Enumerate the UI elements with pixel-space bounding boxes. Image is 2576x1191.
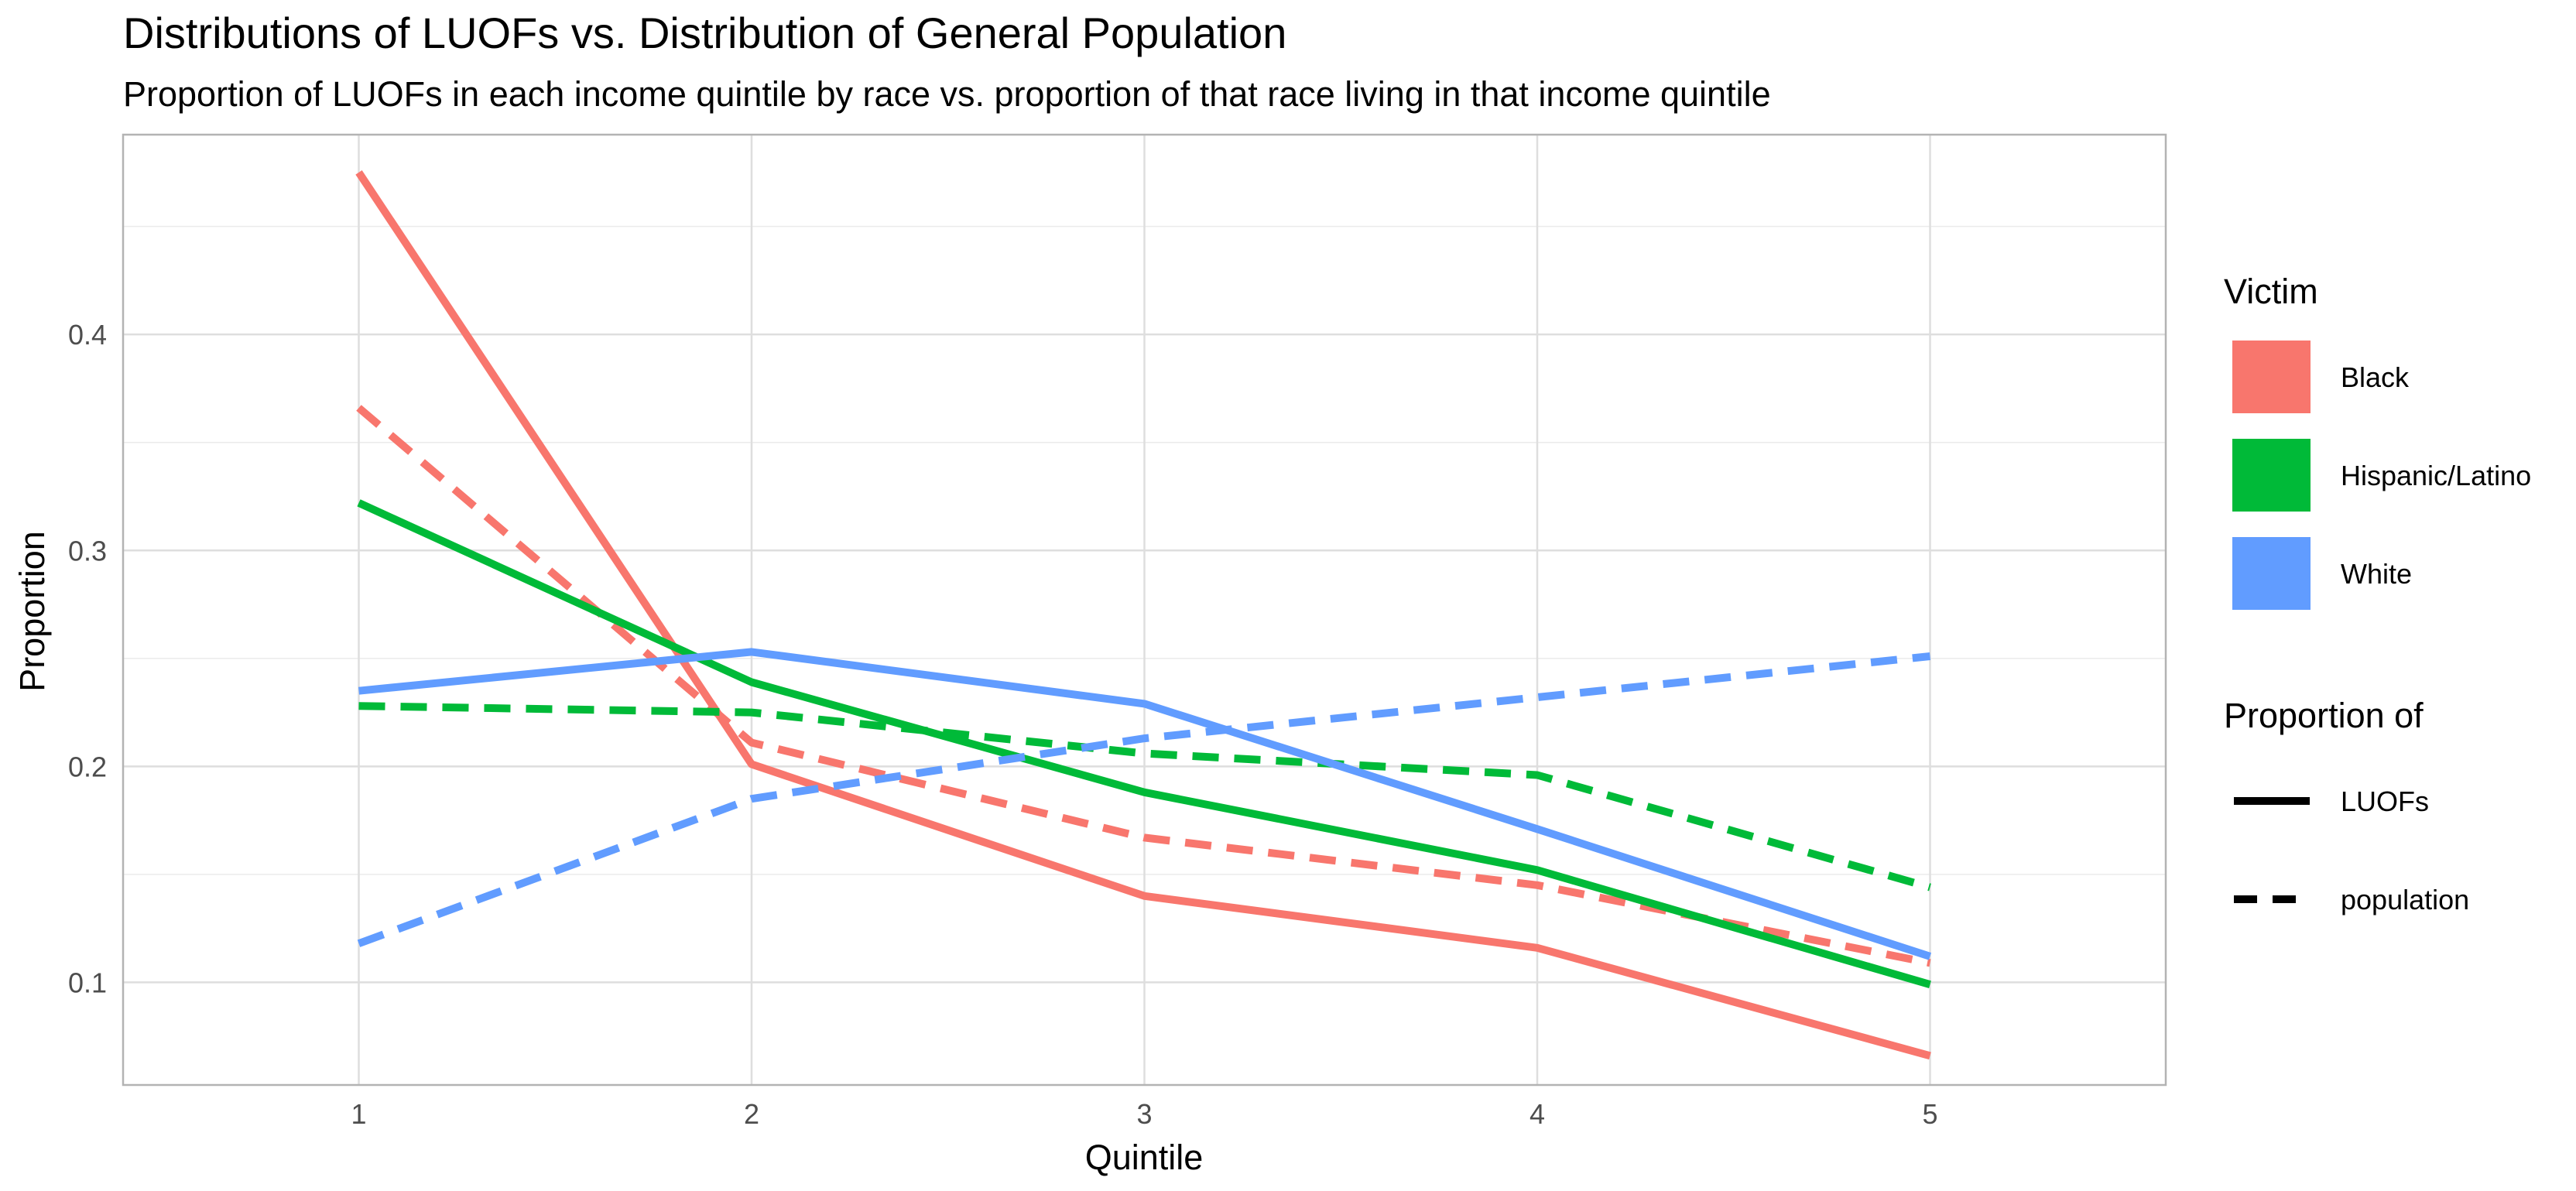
x-tick-label: 3 [1136, 1098, 1152, 1130]
x-tick-label: 2 [744, 1098, 759, 1130]
chart-title: Distributions of LUOFs vs. Distribution … [123, 9, 1286, 57]
x-tick-label: 5 [1922, 1098, 1937, 1130]
legend: Victim Black Hispanic/Latino White Proport… [2224, 272, 2531, 915]
x-axis-title: Quintile [1085, 1138, 1204, 1177]
y-tick-label: 0.4 [68, 319, 107, 351]
series-line-black-population [356, 405, 1931, 967]
panel-border [122, 133, 2167, 1087]
y-axis-title: Proportion [12, 531, 52, 692]
chart-subtitle: Proportion of LUOFs in each income quint… [123, 74, 1771, 114]
y-tick-label: 0.2 [68, 751, 107, 782]
legend-key-black [2232, 341, 2311, 413]
legend-label: LUOFs [2341, 785, 2429, 817]
legend-label: Black [2341, 361, 2410, 393]
legend-key-hispanic-latino [2232, 439, 2311, 512]
x-tick-label: 1 [351, 1098, 366, 1130]
series-line-black-luofs [355, 170, 1931, 1060]
legend-color-entries: Black Hispanic/Latino White [2232, 341, 2531, 610]
legend-linetype-entries: LUOFs population [2234, 785, 2469, 915]
y-axis-ticks: 0.1 0.2 0.3 0.4 [68, 319, 107, 998]
y-tick-label: 0.1 [68, 967, 107, 998]
series-line-hispanic-latino-luofs [357, 499, 1931, 989]
legend-title-proportion: Proportion of [2224, 696, 2424, 735]
legend-label: population [2341, 884, 2469, 915]
series-line-white-population [357, 652, 1931, 947]
series-line-hispanic-latino-population [358, 702, 1931, 892]
series-line-white-luofs [358, 648, 1932, 960]
legend-label: White [2341, 558, 2412, 590]
x-tick-label: 4 [1530, 1098, 1545, 1130]
y-tick-label: 0.3 [68, 535, 107, 566]
legend-title-victim: Victim [2224, 272, 2318, 311]
legend-key-white [2232, 537, 2311, 610]
series-lines [355, 170, 1932, 1060]
x-axis-ticks: 1 2 3 4 5 [351, 1098, 1937, 1130]
legend-label: Hispanic/Latino [2341, 460, 2531, 491]
